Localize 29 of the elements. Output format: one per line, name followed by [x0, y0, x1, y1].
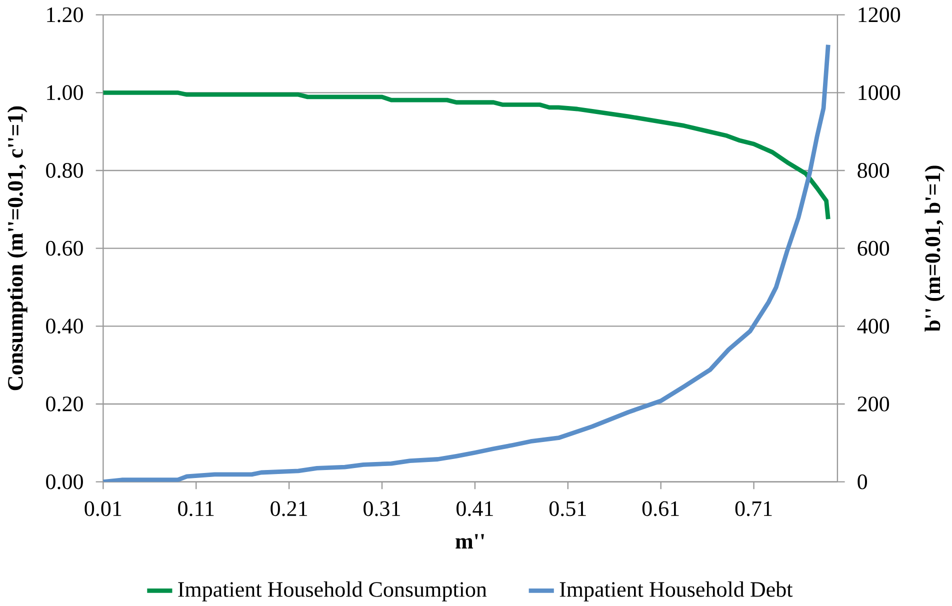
y-tick-label: 1.00 — [47, 85, 83, 100]
y2-tick-label: 200 — [858, 396, 890, 412]
y2-tick-label: 400 — [857, 318, 890, 334]
y-tick-label: 0.60 — [46, 240, 83, 256]
y-tick-label: 0.20 — [46, 396, 83, 412]
x-axis-title: m'' — [456, 534, 484, 549]
line-series — [103, 90, 830, 222]
x-tick-label: 0.51 — [549, 501, 586, 516]
x-tick-label: 0.11 — [178, 501, 214, 516]
x-tick-label: 0.21 — [270, 501, 308, 516]
y2-tick-label: 1000 — [858, 85, 900, 100]
x-tick-label: 0.31 — [364, 501, 400, 516]
line-series — [103, 42, 830, 482]
y-tick-label: 1.20 — [47, 7, 83, 22]
y2-tick-label: 1200 — [858, 7, 900, 22]
x-tick-label: 0.41 — [456, 501, 493, 516]
y-tick-label: 0.00 — [46, 474, 83, 490]
y2-tick-label: 800 — [858, 163, 890, 178]
legend-label: Impatient Household Debt — [560, 581, 793, 602]
y-axis-title: Consumption (m''=0.01, c''=1) — [7, 106, 28, 390]
x-tick-label: 0.01 — [84, 501, 122, 516]
legend-label: Impatient Household Consumption — [178, 581, 487, 602]
y2-axis-title: b'' (m=0.01, b'=1) — [924, 166, 945, 332]
x-tick-label: 0.61 — [642, 501, 679, 516]
y-tick-label: 0.40 — [46, 318, 83, 334]
y2-tick-label: 600 — [858, 240, 890, 256]
y2-tick-label: 0 — [858, 474, 868, 490]
x-tick-label: 0.71 — [735, 501, 772, 516]
y-tick-label: 0.80 — [46, 163, 83, 178]
